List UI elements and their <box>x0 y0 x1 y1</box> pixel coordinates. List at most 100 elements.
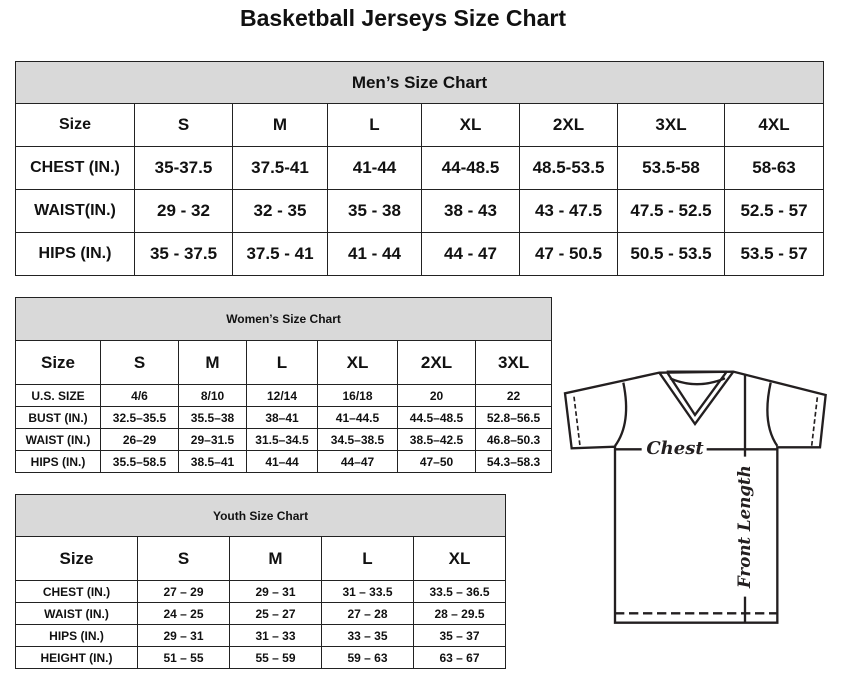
table-row: WAIST (IN.) 24 – 25 25 – 27 27 – 28 28 – 29.… <box>15 602 507 625</box>
measurement-cell: 47–50 <box>397 450 476 473</box>
measurement-cell: 31 – 33.5 <box>321 580 414 603</box>
size-header: M <box>178 340 247 385</box>
row-label: CHEST (IN.) <box>15 146 135 190</box>
jersey-diagram: Chest Front Length <box>563 370 827 624</box>
measurement-cell: 33 – 35 <box>321 624 414 647</box>
row-label: HIPS (IN.) <box>15 450 101 473</box>
measurement-cell: 29 – 31 <box>137 624 230 647</box>
row-label: U.S. SIZE <box>15 384 101 407</box>
measurement-cell: 59 – 63 <box>321 646 414 669</box>
table-row: HEIGHT (IN.) 51 – 55 55 – 59 59 – 63 63 – 67 <box>15 646 507 669</box>
row-label: WAIST (IN.) <box>15 428 101 451</box>
row-label: HIPS (IN.) <box>15 624 138 647</box>
measurement-cell: 35-37.5 <box>134 146 233 190</box>
size-header: XL <box>421 103 520 147</box>
measurement-cell: 32.5–35.5 <box>100 406 179 429</box>
measurement-cell: 47.5 - 52.5 <box>617 189 725 233</box>
size-label: Size <box>15 340 101 385</box>
measurement-cell: 29 – 31 <box>229 580 322 603</box>
size-header: XL <box>412 536 507 581</box>
size-header: S <box>137 536 230 581</box>
measurement-cell: 31 – 33 <box>229 624 322 647</box>
table-row: HIPS (IN.) 35.5–58.5 38.5–41 41–44 44–47 47–5… <box>15 450 553 473</box>
women-chart-heading: Women’s Size Chart <box>14 297 553 341</box>
left-armhole <box>614 382 628 447</box>
youth-chart-heading: Youth Size Chart <box>14 494 507 537</box>
measurement-cell: 53.5-58 <box>617 146 725 190</box>
measurement-cell: 4/6 <box>100 384 179 407</box>
size-header: M <box>229 536 322 581</box>
size-header: L <box>327 103 422 147</box>
measurement-cell: 41-44 <box>327 146 422 190</box>
size-header: M <box>232 103 328 147</box>
measurement-cell: 47 - 50.5 <box>519 232 618 276</box>
row-label: HEIGHT (IN.) <box>15 646 138 669</box>
measurement-cell: 48.5-53.5 <box>519 146 618 190</box>
men-chart-heading: Men’s Size Chart <box>14 61 825 104</box>
table-row: U.S. SIZE 4/6 8/10 12/14 16/18 20 22 <box>15 384 553 407</box>
size-header: 3XL <box>617 103 725 147</box>
table-row: CHEST (IN.) 27 – 29 29 – 31 31 – 33.5 33.5 –… <box>15 580 507 603</box>
right-armhole <box>766 382 779 447</box>
size-header: 2XL <box>519 103 618 147</box>
measurement-cell: 25 – 27 <box>229 602 322 625</box>
size-label: Size <box>15 103 135 147</box>
measurement-cell: 41–44 <box>246 450 318 473</box>
measurement-cell: 27 – 29 <box>137 580 230 603</box>
row-label: WAIST(IN.) <box>15 189 135 233</box>
measurement-cell: 35.5–58.5 <box>100 450 179 473</box>
measurement-cell: 51 – 55 <box>137 646 230 669</box>
measurement-cell: 24 – 25 <box>137 602 230 625</box>
shirt-outline <box>563 370 827 624</box>
row-label: BUST (IN.) <box>15 406 101 429</box>
collar-outer <box>658 370 735 427</box>
measurement-cell: 38.5–41 <box>178 450 247 473</box>
measurement-cell: 20 <box>397 384 476 407</box>
measurement-cell: 16/18 <box>317 384 398 407</box>
measurement-cell: 63 – 67 <box>412 646 507 669</box>
chest-label: Chest <box>646 438 704 459</box>
measurement-cell: 29 - 32 <box>134 189 233 233</box>
row-label: HIPS (IN.) <box>15 232 135 276</box>
measurement-cell: 46.8–50.3 <box>474 428 553 451</box>
size-header: L <box>321 536 414 581</box>
page-title: Basketball Jerseys Size Chart <box>239 5 566 31</box>
measurement-cell: 37.5-41 <box>232 146 328 190</box>
measurement-cell: 8/10 <box>178 384 247 407</box>
measurement-cell: 41 - 44 <box>327 232 422 276</box>
size-label: Size <box>15 536 138 581</box>
measurement-cell: 41–44.5 <box>317 406 398 429</box>
measurement-cell: 26–29 <box>100 428 179 451</box>
size-header: S <box>134 103 233 147</box>
measurement-cell: 55 – 59 <box>229 646 322 669</box>
size-header: XL <box>317 340 398 385</box>
table-row: HIPS (IN.) 29 – 31 31 – 33 33 – 35 35 – 37 <box>15 624 507 647</box>
size-header: S <box>100 340 179 385</box>
front-length-label: Front Length <box>734 465 754 589</box>
table-row: HIPS (IN.) 35 - 37.5 37.5 - 41 41 - 44 44 - … <box>15 232 825 276</box>
row-label: CHEST (IN.) <box>15 580 138 603</box>
table-row: BUST (IN.) 32.5–35.5 35.5–38 38–41 41–44.5 44… <box>15 406 553 429</box>
row-label: WAIST (IN.) <box>15 602 138 625</box>
measurement-cell: 53.5 - 57 <box>723 232 825 276</box>
youth-size-table: Youth Size Chart Size S M L XL CHEST (IN.) 27 –… <box>14 494 507 669</box>
table-row: WAIST (IN.) 26–29 29–31.5 31.5–34.5 34.5–38.… <box>15 428 553 451</box>
measurement-cell: 34.5–38.5 <box>317 428 398 451</box>
measurement-cell: 38–41 <box>246 406 318 429</box>
measurement-cell: 29–31.5 <box>178 428 247 451</box>
measurement-cell: 38.5–42.5 <box>397 428 476 451</box>
measurement-cell: 52.5 - 57 <box>723 189 825 233</box>
measurement-cell: 44.5–48.5 <box>397 406 476 429</box>
size-header: 2XL <box>397 340 476 385</box>
measurement-cell: 37.5 - 41 <box>232 232 328 276</box>
table-row: WAIST(IN.) 29 - 32 32 - 35 35 - 38 38 - 43 43… <box>15 189 825 233</box>
size-header: 3XL <box>474 340 553 385</box>
measurement-cell: 35 - 38 <box>327 189 422 233</box>
measurement-cell: 52.8–56.5 <box>474 406 553 429</box>
measurement-cell: 43 - 47.5 <box>519 189 618 233</box>
measurement-cell: 44–47 <box>317 450 398 473</box>
size-header: 4XL <box>723 103 825 147</box>
measurement-cell: 44 - 47 <box>421 232 520 276</box>
mens-size-table: Men’s Size Chart Size S M L XL 2XL 3XL 4XL CHEST … <box>14 61 825 276</box>
measurement-cell: 35.5–38 <box>178 406 247 429</box>
